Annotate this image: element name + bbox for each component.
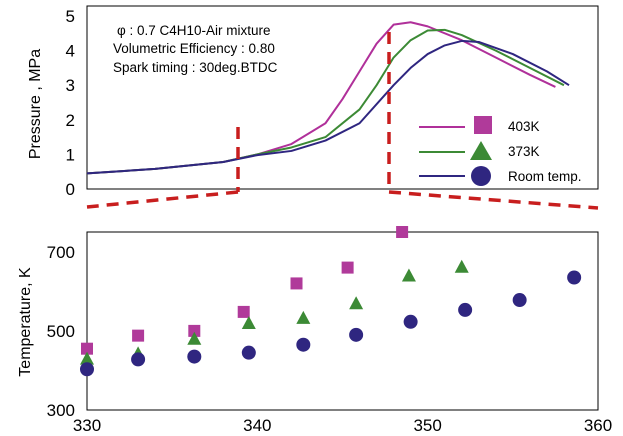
pressure-line-room-temp-: [86, 39, 570, 175]
temperature-point-373k-7: [454, 259, 469, 273]
temperature-point-373k-5: [349, 296, 364, 310]
temperature-point-403k-2: [188, 324, 201, 337]
pressure-y-ticks: 0 1 2 3 4 5: [66, 7, 75, 199]
legend-label-room: Room temp.: [508, 169, 582, 184]
temperature-point-room-temp--1: [131, 352, 146, 367]
x-tick-330: 330: [73, 416, 101, 435]
legend-label-373k: 373K: [508, 144, 540, 159]
temperature-point-room-temp--9: [567, 270, 582, 285]
pressure-y-tick-4: 4: [66, 42, 75, 61]
temperature-point-403k-5: [341, 261, 354, 274]
pressure-y-tick-3: 3: [66, 76, 75, 95]
temperature-point-403k-0: [81, 342, 93, 355]
temperature-point-room-temp--3: [241, 345, 256, 360]
pressure-lines: [86, 21, 570, 175]
temperature-point-room-temp--5: [349, 327, 364, 342]
x-tick-360: 360: [584, 416, 612, 435]
temperature-point-373k-2: [187, 331, 202, 345]
conditions-annotation: φ : 0.7 C4H10-Air mixture Volumetric Eff…: [113, 23, 278, 75]
temperature-y-tick-300: 300: [47, 401, 75, 420]
annotation-line-1: φ : 0.7 C4H10-Air mixture: [117, 23, 271, 38]
temperature-point-room-temp--4: [296, 337, 311, 352]
temperature-point-room-temp--8: [512, 293, 527, 308]
temperature-point-373k-6: [401, 268, 416, 282]
temperature-point-room-temp--0: [80, 362, 94, 377]
temperature-y-axis-label: Temperature, K: [17, 267, 34, 377]
annotation-line-2: Volumetric Efficiency : 0.80: [113, 41, 275, 56]
temperature-point-373k-3: [241, 315, 256, 329]
x-ticks: 330 340 350 360: [73, 416, 612, 435]
temperature-plot-frame: [86, 231, 599, 411]
temperature-y-tick-700: 700: [47, 243, 75, 262]
legend-label-403k: 403K: [508, 119, 540, 134]
temperature-point-403k-4: [290, 277, 303, 290]
zoom-guide-left-diagonal: [86, 190, 239, 209]
temperature-point-403k-3: [237, 305, 250, 318]
x-tick-350: 350: [413, 416, 441, 435]
pressure-y-axis-label: Pressure , MPa: [27, 49, 44, 159]
pressure-y-tick-2: 2: [66, 111, 75, 130]
zoom-guide-right-diagonal: [388, 190, 599, 210]
legend-marker-403k: [474, 116, 492, 134]
temperature-panel: 300 500 700 330 340 350 360 Temperature, K: [17, 226, 612, 435]
temperature-point-373k-4: [296, 310, 311, 324]
legend: 403K 373K Room temp.: [419, 116, 582, 186]
legend-marker-373k: [470, 141, 492, 160]
pressure-panel: 0 1 2 3 4 5 Pressure , MPa φ : 0.7 C4H10-Air …: [27, 5, 599, 199]
temperature-point-373k-0: [80, 351, 94, 365]
pressure-y-tick-0: 0: [66, 180, 75, 199]
legend-marker-room: [471, 166, 491, 186]
temperature-point-403k-6: [396, 226, 409, 238]
temperature-point-room-temp--7: [458, 302, 473, 317]
temperature-points: [80, 226, 582, 377]
temperature-point-room-temp--6: [403, 314, 418, 329]
pressure-y-tick-5: 5: [66, 7, 75, 26]
x-tick-340: 340: [243, 416, 271, 435]
temperature-point-403k-1: [132, 329, 145, 342]
pressure-y-tick-1: 1: [66, 145, 75, 164]
temperature-point-room-temp--2: [187, 349, 202, 364]
annotation-line-3: Spark timing : 30deg.BTDC: [113, 60, 278, 75]
pressure-plot-frame: [86, 5, 599, 190]
temperature-y-ticks: 300 500 700: [47, 243, 75, 420]
zoom-guides: [86, 32, 599, 210]
temperature-y-tick-500: 500: [47, 322, 75, 341]
